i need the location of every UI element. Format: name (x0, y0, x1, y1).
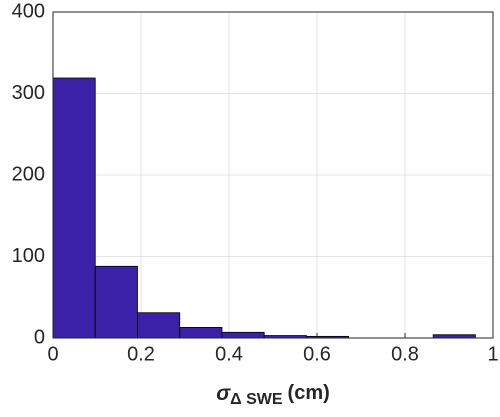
bar (221, 331, 265, 339)
y-tick-label: 0 (34, 326, 45, 348)
x-tick-label: 0.4 (215, 343, 243, 365)
bar (94, 265, 138, 339)
x-tick-label: 0 (47, 343, 58, 365)
y-tick-label: 100 (12, 245, 45, 267)
x-label-subscript: Δ SWE (230, 391, 283, 408)
x-tick-label: 0.2 (127, 343, 155, 365)
x-tick-label: 1 (487, 343, 498, 365)
y-tick-label: 300 (12, 82, 45, 104)
plot-frame (52, 11, 494, 339)
bar (137, 312, 181, 339)
bar (179, 327, 223, 339)
bar (52, 77, 96, 339)
x-tick-label: 0.6 (303, 343, 331, 365)
y-tick-label: 400 (12, 0, 45, 22)
x-axis-label: σΔ SWE (cm) (216, 382, 330, 409)
x-label-symbol: σ (216, 382, 231, 405)
x-tick-label: 0.8 (391, 343, 419, 365)
x-label-unit: (cm) (288, 382, 330, 404)
y-tick-label: 200 (12, 163, 45, 185)
